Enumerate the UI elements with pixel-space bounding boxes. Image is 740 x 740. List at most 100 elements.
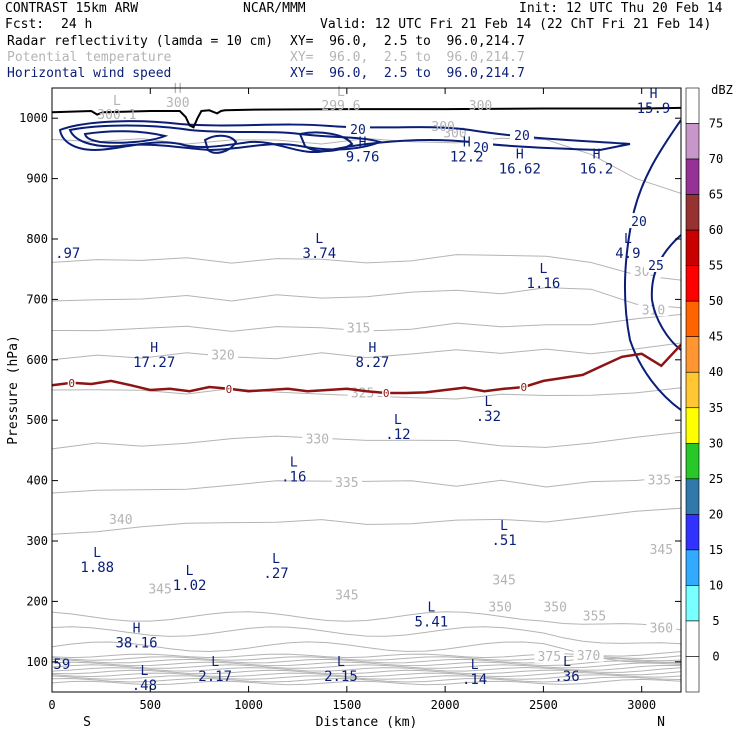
isentrope-label: 360: [650, 622, 673, 637]
colorbar-swatch: [685, 656, 700, 693]
colorbar-swatch: [685, 514, 700, 551]
extremum-value: .97: [55, 246, 80, 262]
theta-extremum-value: 300: [469, 99, 492, 114]
extremum-value: .27: [263, 566, 288, 582]
x-tick-label: 3000: [627, 698, 656, 712]
field-1-name: Radar reflectivity (lamda = 10 cm): [7, 34, 274, 49]
isentrope-label-bg: [489, 572, 520, 587]
extremum-value: .32: [476, 409, 501, 425]
extremum-value: 12.2: [450, 149, 484, 165]
colorbar-tick-label: 70: [709, 152, 723, 166]
colorbar-tick-label: 30: [709, 436, 723, 450]
theta-extremum-value: 300.1: [97, 108, 136, 123]
axes: 0 500 1000 1500 2000 2500 30001002003004005006…: [6, 88, 681, 730]
isentrope-label: 315: [347, 321, 370, 336]
extremum-value: 16.62: [499, 161, 541, 177]
x-tick-label: 1500: [332, 698, 361, 712]
zero-label: 0: [68, 377, 75, 390]
isentrope-label: 355: [583, 610, 606, 625]
extremum-type: L: [272, 552, 280, 567]
extremum-type: L: [539, 262, 547, 277]
extremum-type: H: [516, 147, 524, 162]
isentrope-label-bg: [646, 620, 677, 635]
wind-label-bg: [346, 121, 370, 136]
zero-label-bg: [224, 382, 233, 395]
colorbar-tick-label: 50: [709, 294, 723, 308]
upper-isentrope: [52, 676, 681, 683]
extremum-value: 9.76: [346, 149, 380, 165]
isentrope-label-bg: [540, 599, 571, 614]
zero-degree-line: 0 0 0 0: [52, 343, 681, 400]
isentrope-label: 300: [443, 126, 466, 141]
fcst-value: 24 h: [61, 17, 93, 32]
extremum-value: 1.16: [527, 276, 561, 292]
colorbar-swatch: [685, 300, 700, 338]
colorbar-swatch: [685, 194, 700, 231]
x-tick-label: 2000: [431, 698, 460, 712]
isentrope-label-bg: [573, 647, 604, 662]
extremum-type: H: [463, 135, 471, 150]
upper-isentrope: [52, 660, 681, 667]
colorbar-tick-label: 20: [709, 507, 723, 521]
y-tick-label: 700: [26, 292, 48, 306]
colorbar-swatch: [685, 158, 700, 195]
wind-contour-20-jet: [58, 120, 631, 154]
colorbar-tick-label: 35: [709, 401, 723, 415]
extremum-type: H: [650, 87, 658, 102]
y-tick-label: 1000: [19, 111, 48, 125]
y-tick-label: 900: [26, 172, 48, 186]
extremum-value: 1.88: [80, 560, 114, 576]
colorbar-tick-label: 75: [709, 117, 723, 131]
y-tick-label: 600: [26, 353, 48, 367]
terrain-line: [52, 106, 681, 129]
wind-contour-25-right: [650, 234, 681, 351]
extremum-value: .16: [281, 470, 306, 486]
colorbar-tick-label: 25: [709, 472, 723, 486]
extremum-value: 1.02: [173, 578, 207, 594]
model-name: CONTRAST 15km ARW: [5, 1, 139, 16]
x-tick-label: 1000: [234, 698, 263, 712]
isentrope-label: 335: [335, 476, 358, 491]
valid-time: Valid: 12 UTC Fri 21 Feb 14 (22 ChT Fri …: [320, 17, 712, 32]
wind-contour-label: 25: [648, 259, 664, 274]
isentrope-label-bg: [485, 599, 516, 614]
isentrope-340: [52, 507, 681, 535]
wind-label-bg: [627, 213, 651, 228]
colorbar-swatch: [685, 265, 700, 302]
init-time: Init: 12 UTC Thu 20 Feb 14: [519, 1, 723, 16]
y-axis-title: Pressure (hPa): [6, 335, 21, 445]
terrain: [52, 106, 681, 129]
colorbar-swatch: [685, 478, 700, 515]
colorbar-swatch: [685, 620, 700, 657]
wind-contour-label: 20: [473, 141, 489, 156]
wind-speed-contours: 20 20 20 20 25: [58, 119, 681, 411]
extremum-type: L: [211, 655, 219, 670]
zero-isotherm: [52, 343, 681, 395]
wind-contour-20-right: [623, 119, 681, 411]
colorbar-unit: dBZ: [711, 83, 733, 97]
isentrope-label: 345: [650, 543, 673, 558]
isentrope-label: 330: [306, 433, 329, 448]
extremum-value: .51: [491, 533, 516, 549]
extremum-value: 3.74: [302, 246, 336, 262]
wind-contour-25-jet: [68, 124, 384, 152]
center-name: NCAR/MMM: [243, 1, 306, 16]
colorbar-tick-label: 65: [709, 188, 723, 202]
isentrope-label-bg: [208, 347, 239, 362]
extremum-value: 4.9: [615, 246, 640, 262]
isentrope-label-bg: [145, 581, 176, 596]
zero-label-bg: [67, 376, 76, 389]
isentrope-label-bg: [534, 648, 565, 663]
isentrope-305: [52, 254, 681, 281]
isentrope-335: [52, 476, 681, 494]
upper-isentrope: [52, 611, 681, 631]
colorbar-swatch: [685, 123, 700, 160]
field-2-xy: XY= 96.0, 2.5 to 96.0,214.7: [290, 50, 525, 65]
extremum-value: 5.41: [415, 614, 449, 630]
extremum-value: 2.15: [324, 669, 358, 685]
extremum-type: H: [359, 135, 367, 150]
isentrope-label-bg: [331, 475, 362, 490]
colorbar-swatch: [685, 336, 700, 373]
extremum-type: L: [427, 600, 435, 615]
